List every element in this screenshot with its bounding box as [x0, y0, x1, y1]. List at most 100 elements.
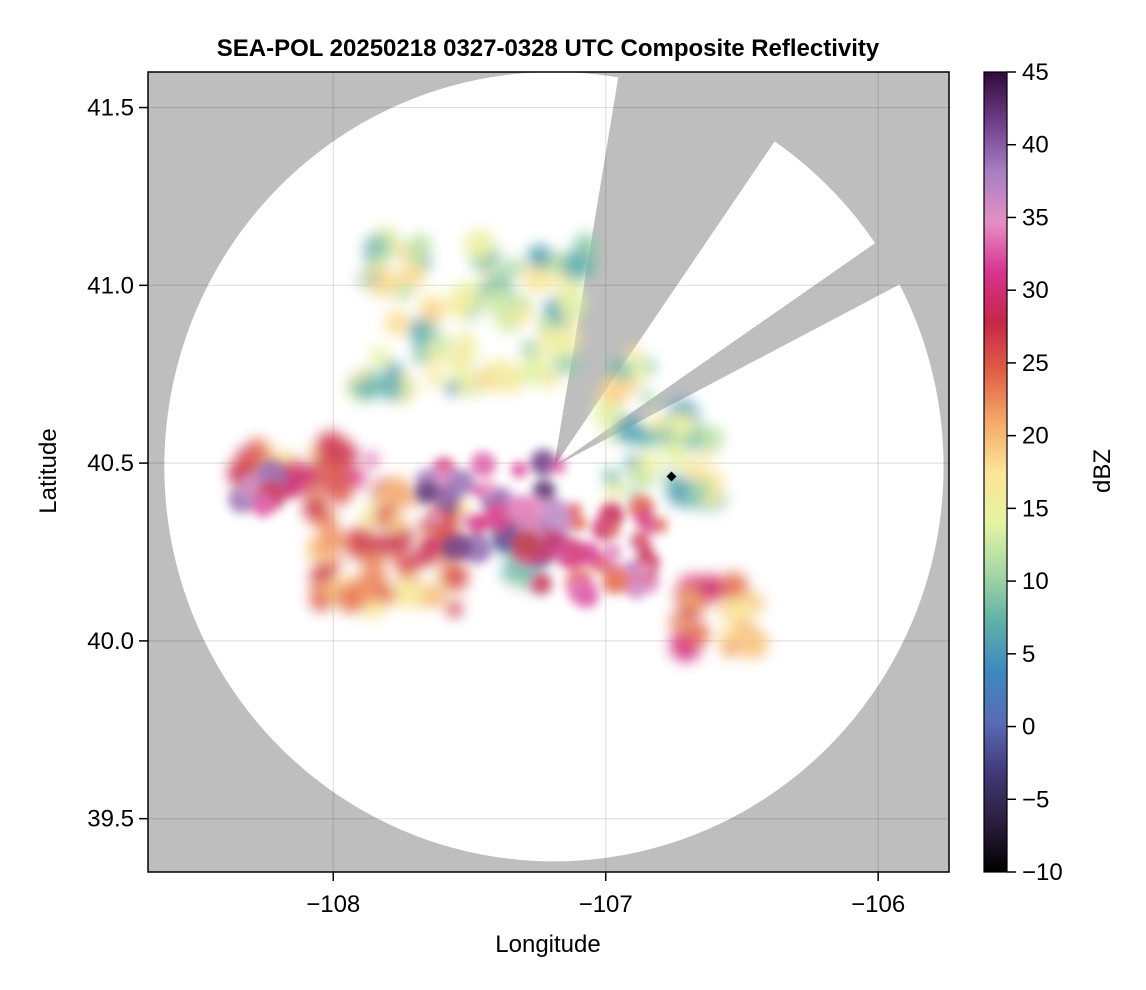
- echo-cell: [507, 293, 525, 311]
- echo-cell: [366, 271, 380, 285]
- echo-cell: [318, 467, 331, 480]
- chart-title: SEA-POL 20250218 0327-0328 UTC Composite…: [217, 35, 880, 62]
- echo-base-layer: [228, 226, 769, 662]
- echo-cell: [704, 490, 721, 507]
- echo-cell: [627, 343, 640, 357]
- echo-cell: [372, 534, 394, 556]
- echo-cell: [471, 483, 485, 497]
- echo-cell: [721, 639, 740, 658]
- colorbar-tick-label-11: 45: [1022, 59, 1049, 86]
- x-tick-label-1: −107: [579, 891, 633, 918]
- y-tick-label-2: 40.5: [87, 450, 134, 477]
- radar-site-marker: [666, 471, 677, 482]
- echo-cell: [570, 515, 587, 532]
- echo-cell: [378, 586, 396, 604]
- echo-cell: [550, 458, 567, 474]
- echo-cell: [467, 513, 488, 534]
- echo-cell: [325, 458, 352, 484]
- echo-cell: [357, 580, 375, 599]
- colorbar-gradient: [984, 72, 1007, 872]
- echo-cell: [530, 449, 557, 476]
- echo-cell: [630, 586, 644, 600]
- echo-region-5: [303, 477, 470, 619]
- echo-cell: [423, 303, 444, 325]
- echo-cell: [567, 502, 582, 517]
- echo-cell: [532, 574, 552, 594]
- echo-cell: [493, 529, 514, 550]
- echo-cell: [470, 452, 496, 478]
- echo-cell: [630, 425, 652, 447]
- colorbar-tick-label-1: −5: [1022, 786, 1049, 813]
- echo-cell: [317, 526, 345, 554]
- x-axis-label: Longitude: [495, 931, 600, 958]
- echo-cell: [238, 472, 260, 493]
- echo-cell: [237, 450, 259, 471]
- echo-cell: [605, 483, 623, 502]
- echo-cell: [507, 495, 539, 527]
- echo-cell: [394, 284, 412, 301]
- echo-cell: [315, 431, 348, 464]
- echo-cell: [674, 618, 687, 631]
- echo-cell: [603, 431, 616, 444]
- echo-core-layer: [228, 449, 668, 609]
- echo-cell: [562, 355, 580, 373]
- echo-cell: [661, 439, 686, 464]
- y-tick-label-4: 41.5: [87, 95, 134, 122]
- echo-cell: [392, 577, 425, 610]
- y-axis-label: Latitude: [35, 428, 62, 513]
- echo-region-1: [228, 431, 378, 505]
- x-tick-label-2: −106: [851, 891, 905, 918]
- y-tick-label-1: 40.0: [87, 628, 134, 655]
- echo-cell: [365, 453, 378, 467]
- echo-cell: [558, 277, 578, 296]
- echo-cell: [464, 229, 495, 260]
- echo-cell: [386, 514, 407, 534]
- echo-cell: [474, 380, 488, 393]
- echo-cell: [511, 529, 543, 561]
- colorbar-tick-label-3: 5: [1022, 641, 1035, 668]
- echo-cell: [634, 509, 655, 529]
- echo-cell: [560, 250, 592, 282]
- echo-cell: [495, 365, 525, 394]
- echo-cell: [519, 356, 549, 386]
- echo-cell: [592, 399, 622, 428]
- x-tick-label-0: −108: [306, 891, 360, 918]
- echo-cell: [347, 468, 366, 487]
- colorbar-tick-label-9: 35: [1022, 204, 1049, 231]
- colorbar: −10 −5 0 5 10 15 20 25 30 35 40 45 dBZ: [983, 59, 1116, 886]
- echo-cell: [251, 493, 275, 517]
- echo-cell: [303, 496, 326, 520]
- echo-cell: [384, 310, 411, 336]
- echo-cell: [354, 368, 368, 382]
- echo-cell: [545, 301, 561, 318]
- y-tick-label-0: 39.5: [87, 806, 134, 833]
- echo-cell: [637, 563, 651, 578]
- echo-cell: [359, 507, 381, 528]
- colorbar-tick-label-7: 25: [1022, 350, 1049, 377]
- echo-cell: [566, 329, 582, 346]
- echo-cell: [681, 457, 694, 470]
- echo-cell: [700, 448, 714, 462]
- plot-area: [148, 72, 949, 872]
- echo-cell: [445, 380, 460, 396]
- echo-cell: [432, 504, 462, 533]
- echo-cell: [370, 244, 390, 263]
- echo-cell: [605, 523, 620, 538]
- echo-cell: [425, 368, 445, 388]
- echo-cell: [484, 289, 512, 317]
- echo-cell: [380, 375, 407, 401]
- echo-cell: [466, 347, 480, 361]
- echo-cell: [454, 342, 469, 358]
- colorbar-tick-label-10: 40: [1022, 132, 1049, 159]
- echo-cell: [725, 597, 754, 625]
- colorbar-tick-label-5: 15: [1022, 495, 1049, 522]
- echo-cell: [483, 502, 515, 533]
- echo-region-0: [346, 226, 656, 410]
- echo-cell: [640, 390, 655, 404]
- echo-cell: [444, 288, 475, 319]
- echo-cell: [369, 346, 391, 368]
- echo-cell: [399, 261, 426, 288]
- echo-cell: [446, 601, 463, 617]
- echo-region-7: [669, 572, 769, 662]
- echo-cell: [441, 536, 465, 560]
